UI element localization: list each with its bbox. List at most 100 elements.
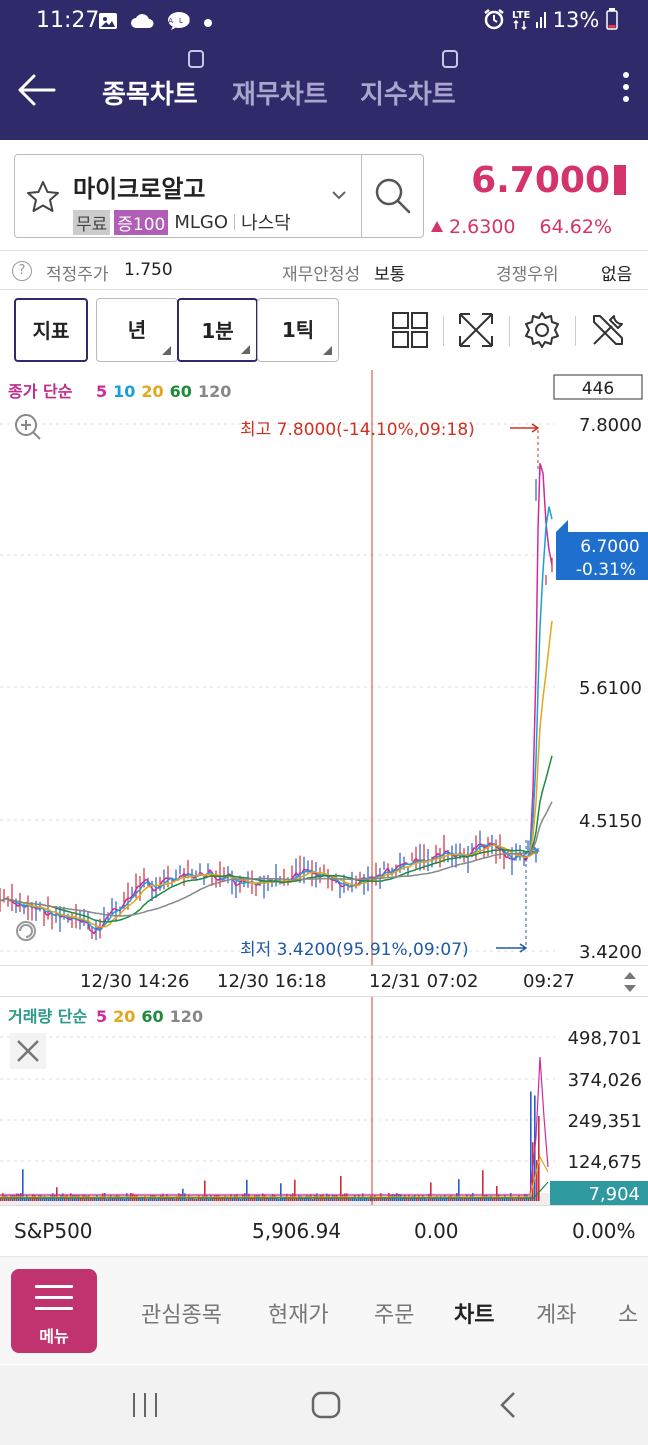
nav-watchlist[interactable]: 관심종목 (141, 1303, 222, 1328)
legend-period: 5 (96, 1007, 107, 1026)
nav-quote[interactable]: 현재가 (268, 1303, 329, 1328)
volume-bar (426, 1198, 428, 1201)
volume-bar (378, 1198, 380, 1201)
volume-bar (122, 1197, 124, 1201)
help-icon[interactable]: ? (12, 261, 32, 281)
notification-icons: TALK (98, 9, 213, 33)
star-icon[interactable] (25, 179, 61, 215)
period-1min-button[interactable]: 1분 (177, 298, 258, 362)
chevron-down-icon[interactable] (331, 187, 347, 203)
tab-index-chart[interactable]: 지수차트 (360, 80, 456, 110)
volume-bar (330, 1198, 332, 1201)
volume-bar (492, 1197, 494, 1201)
grid-layout-icon[interactable] (390, 310, 430, 350)
volume-bar (164, 1198, 166, 1201)
resize-handle-icon[interactable] (622, 969, 638, 995)
volume-bar (512, 1198, 514, 1201)
expand-icon[interactable] (456, 310, 496, 350)
volume-chart[interactable]: 거래량 단순 5 20 60 120 498,701 374,026 249,351 124… (0, 997, 648, 1205)
volume-bar (352, 1198, 354, 1201)
status-right: LTE 13% (483, 8, 618, 32)
volume-bar (478, 1198, 480, 1201)
x-tick: 12/31 07:02 (369, 971, 479, 992)
index-change: 0.00 (414, 1219, 459, 1243)
indicator-button[interactable]: 지표 (14, 298, 88, 362)
nav-order[interactable]: 주문 (374, 1303, 415, 1328)
svg-text:TALK: TALK (167, 17, 191, 25)
volume-bar (438, 1198, 440, 1201)
hamburger-icon (35, 1285, 73, 1318)
price-chart[interactable]: 종가 단순 5 10 20 60 120 446 7.8000 5.6100 4.5150 3… (0, 370, 648, 965)
nav-chart[interactable]: 차트 (454, 1303, 495, 1328)
valuation-row: ? 적정주가 1.750 재무안정성 보통 경쟁우위 없음 (0, 250, 648, 290)
stability-label: 재무안정성 (282, 265, 361, 285)
volume-bar (138, 1196, 140, 1201)
tools-icon[interactable] (588, 310, 628, 350)
y-tick: 124,675 (568, 1152, 642, 1173)
volume-bar (192, 1197, 194, 1201)
ma-legend: 5 10 20 60 120 (96, 382, 231, 401)
ma-120-line (0, 801, 553, 917)
back-arrow-icon[interactable] (14, 68, 58, 112)
volume-bar (48, 1197, 50, 1201)
volume-bar (30, 1198, 32, 1201)
y-tick: 4.5150 (579, 811, 642, 832)
status-bar: 11:27 TALK LTE 13% (0, 0, 648, 44)
period-1tick-button[interactable]: 1틱 (257, 298, 339, 362)
phone-sync-icon (442, 50, 458, 68)
volume-bar (94, 1196, 96, 1201)
legend-period: 10 (113, 382, 135, 401)
search-button[interactable] (361, 155, 423, 237)
app-header: 종목차트 재무차트 지수차트 (0, 44, 648, 140)
corner-icon (162, 346, 171, 355)
count-box-value: 446 (582, 379, 614, 399)
volume-bar (458, 1179, 460, 1201)
volume-bar (120, 1197, 122, 1201)
volume-bar (410, 1197, 412, 1201)
volume-bar (452, 1198, 454, 1201)
back-icon[interactable] (494, 1389, 524, 1421)
phone-sync-icon (188, 50, 204, 68)
volume-bar (288, 1197, 290, 1201)
volume-bar (468, 1198, 470, 1201)
volume-bar (366, 1196, 368, 1201)
index-pct: 0.00% (572, 1219, 636, 1243)
cloud-icon (131, 14, 154, 28)
volume-bar (8, 1198, 10, 1201)
volume-bar (158, 1197, 160, 1201)
volume-ma-20 (0, 1155, 549, 1198)
gear-icon[interactable] (522, 310, 562, 350)
volume-bar (434, 1196, 436, 1201)
more-icon[interactable] (618, 68, 634, 112)
minute-label: 1분 (201, 319, 234, 343)
volume-bar (442, 1197, 444, 1201)
home-icon[interactable] (309, 1389, 343, 1421)
volume-bar (360, 1197, 362, 1201)
legend-period: 20 (141, 382, 163, 401)
tab-finance-chart[interactable]: 재무차트 (232, 80, 328, 110)
y-tick: 5.6100 (579, 678, 642, 699)
volume-bar (90, 1197, 92, 1201)
volume-bar (514, 1198, 516, 1201)
volume-bar (68, 1198, 70, 1201)
volume-bar (46, 1197, 48, 1201)
volume-bar (430, 1182, 432, 1201)
volume-bar (324, 1196, 326, 1201)
volume-bar (208, 1198, 210, 1201)
period-year-button[interactable]: 년 (96, 298, 178, 362)
recent-apps-icon[interactable] (130, 1389, 160, 1421)
menu-button[interactable]: 메뉴 (11, 1269, 97, 1353)
volume-bar (58, 1198, 60, 1201)
volume-bar (240, 1198, 242, 1201)
tab-stock-chart[interactable]: 종목차트 (102, 80, 198, 110)
index-ticker[interactable]: S&P500 5,906.94 0.00 0.00% (0, 1205, 648, 1255)
volume-bar (220, 1198, 222, 1201)
volume-bar (276, 1197, 278, 1201)
stock-tags: 무료 증100 MLGO 나스닥 (73, 209, 291, 235)
nav-more[interactable]: 소 (618, 1303, 639, 1328)
nav-account[interactable]: 계좌 (536, 1303, 577, 1328)
stock-selector[interactable]: 마이크로알고 무료 증100 MLGO 나스닥 (14, 154, 424, 238)
index-value: 5,906.94 (252, 1219, 342, 1243)
volume-bar (146, 1198, 148, 1201)
fair-price-label: 적정주가 (46, 265, 109, 285)
